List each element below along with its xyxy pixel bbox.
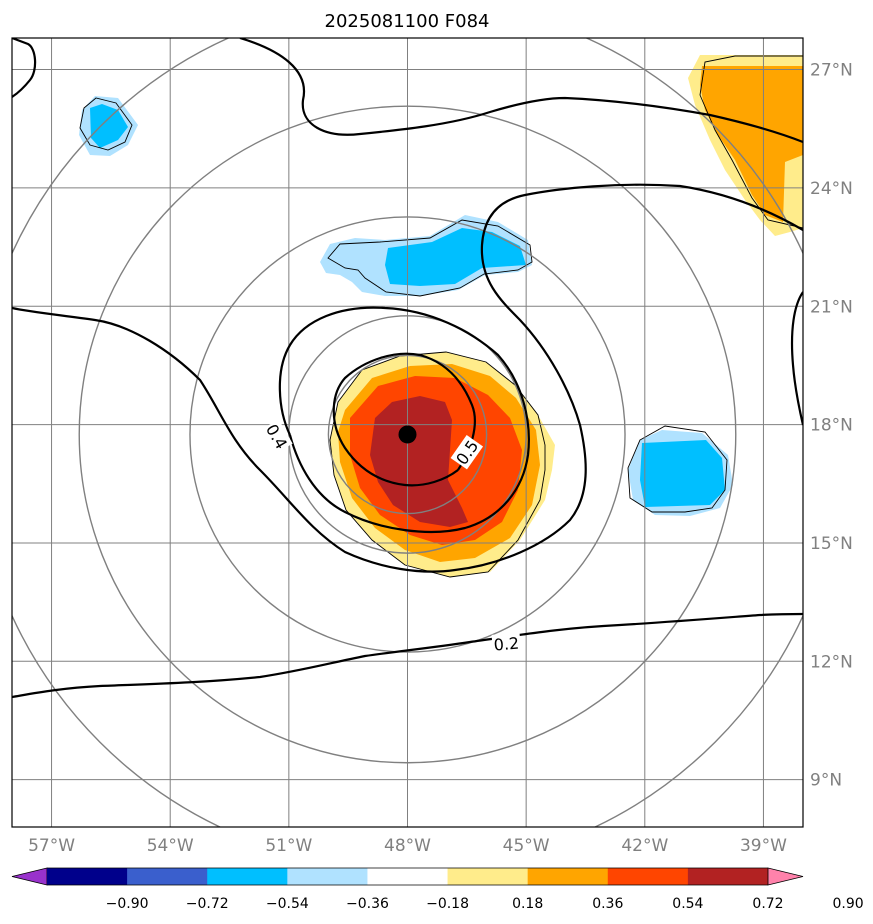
colorbar-tick-label: −0.90 <box>106 896 149 912</box>
lat-tick-label: 9°N <box>810 771 842 791</box>
fill-east-blue <box>640 440 725 507</box>
colorbar-labels: −0.90 −0.72 −0.54 −0.36 −0.18 0.18 0.36 0.54 0.7… <box>106 896 864 912</box>
colorbar-tick-label: −0.72 <box>186 896 229 912</box>
contour-label-bg <box>491 632 522 655</box>
range-ring <box>78 105 737 764</box>
lon-tick-label: 39°W <box>740 836 787 856</box>
colorbar-segment <box>367 868 449 885</box>
colorbar-segment <box>47 868 128 885</box>
colorbar-extend-low <box>11 867 48 886</box>
fill-band-blue <box>385 228 526 286</box>
fill-central-darkred <box>370 396 468 527</box>
colorbar-segment <box>127 868 208 885</box>
lat-tick-label: 21°N <box>810 297 853 317</box>
outline-central <box>329 351 546 578</box>
contour-0-4 <box>278 306 530 533</box>
lon-tick-label: 42°W <box>621 836 668 856</box>
contour-0-5 <box>332 352 476 487</box>
outline-band <box>327 219 533 297</box>
latitude-tick-labels: 9°N 12°N 15°N 18°N 21°N 24°N 27°N <box>810 61 853 791</box>
contour-spiral <box>12 183 803 573</box>
lon-tick-label: 48°W <box>384 836 431 856</box>
map-title: 2025081100 F084 <box>325 11 490 32</box>
colorbar-segment <box>447 868 529 885</box>
colorbar-tick-label: −0.18 <box>426 896 469 912</box>
anomaly-outlines <box>79 55 803 578</box>
lat-tick-label: 18°N <box>810 416 853 436</box>
colorbar-segment <box>207 868 288 885</box>
colorbar-tick-label: −0.36 <box>346 896 389 912</box>
colorbar-segment <box>687 868 769 885</box>
fill-ne-orange <box>700 66 803 222</box>
colorbar-extend-high <box>767 867 804 886</box>
black-contours <box>12 38 803 699</box>
colorbar-tick-label: 0.36 <box>592 896 623 912</box>
colorbar-segment <box>607 868 689 885</box>
contour-east-edge <box>790 291 803 426</box>
storm-center-marker <box>398 425 417 444</box>
longitude-tick-labels: 57°W 54°W 51°W 48°W 45°W 42°W 39°W <box>28 836 787 856</box>
range-ring <box>189 216 626 653</box>
contour-label-bg <box>450 435 484 470</box>
range-ring <box>327 354 488 515</box>
colorbar-tick-label: −0.54 <box>266 896 309 912</box>
colorbar-segment <box>287 868 368 885</box>
outline-ne <box>699 55 803 229</box>
contour-north <box>239 38 803 144</box>
lat-tick-label: 15°N <box>810 534 853 554</box>
anomaly-fills <box>79 55 803 577</box>
lon-tick-label: 57°W <box>28 836 75 856</box>
colorbar-segment <box>527 868 609 885</box>
outline-nw <box>79 97 133 151</box>
contour-label: 0.2 <box>491 632 522 655</box>
map-area: 0.4 0.50.2 <box>12 38 803 827</box>
contour-labels: 0.4 0.50.2 <box>261 419 522 655</box>
lon-tick-label: 54°W <box>147 836 194 856</box>
outline-east <box>627 425 728 513</box>
colorbar-tick-label: 0.72 <box>752 896 783 912</box>
colorbar-tick-label: 0.90 <box>833 896 864 912</box>
contour-label-bg <box>261 419 293 454</box>
colorbar-tick-label: 0.54 <box>672 896 703 912</box>
lat-tick-label: 24°N <box>810 179 853 199</box>
fill-nw-blue <box>90 104 128 148</box>
map-frame <box>11 37 804 828</box>
colorbar <box>11 867 804 886</box>
contour-0-2 <box>12 612 803 699</box>
lon-tick-label: 51°W <box>265 836 312 856</box>
colorbar-tick-label: 0.18 <box>512 896 543 912</box>
lat-tick-label: 12°N <box>810 652 853 672</box>
lon-tick-label: 45°W <box>503 836 550 856</box>
lat-tick-label: 27°N <box>810 61 853 81</box>
contour-nw-corner <box>12 38 37 98</box>
contour-label-text: 0.2 <box>493 633 520 654</box>
